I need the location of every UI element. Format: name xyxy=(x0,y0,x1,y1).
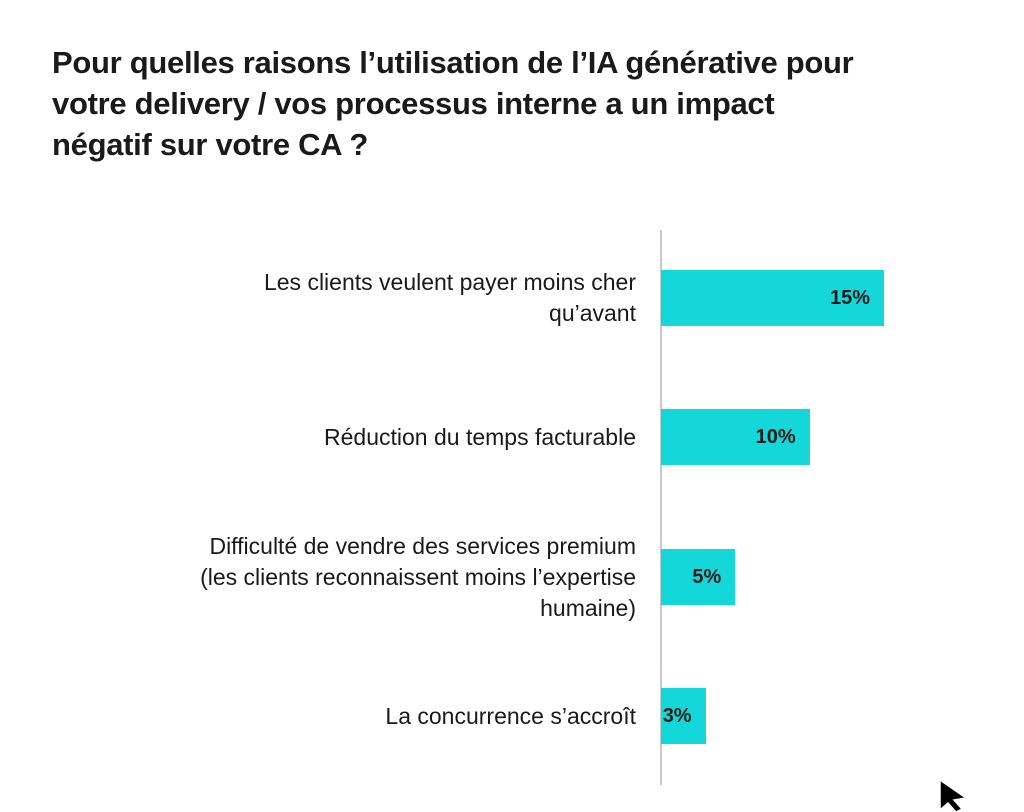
value-label: 10% xyxy=(755,426,796,448)
category-label: Réduction du temps facturable xyxy=(324,423,636,450)
bar xyxy=(661,409,810,465)
bar xyxy=(661,270,884,326)
bar xyxy=(661,549,736,605)
category-label: La concurrence s’accroît xyxy=(385,702,636,729)
value-label: 5% xyxy=(692,566,722,588)
axis-line xyxy=(660,230,662,785)
category-label: Les clients veulent payer moins cher qu’… xyxy=(263,269,636,326)
value-label: 15% xyxy=(829,287,870,309)
bar xyxy=(661,688,706,744)
value-label: 3% xyxy=(662,705,692,727)
cursor xyxy=(939,778,968,812)
chart-title: Pour quelles raisons l’utilisation de l’… xyxy=(52,45,854,162)
category-label: Difficulté de vendre des services premiu… xyxy=(200,532,636,621)
